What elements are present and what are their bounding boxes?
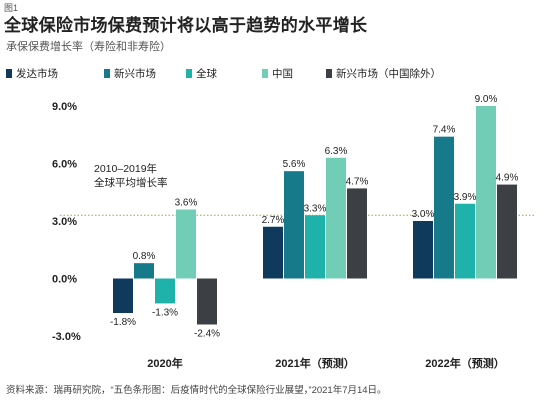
data-label: 9.0% bbox=[475, 94, 498, 105]
data-label: -2.4% bbox=[194, 329, 220, 340]
legend-item-emerging: 新兴市场 bbox=[104, 66, 156, 81]
legend-item-global: 全球 bbox=[186, 66, 217, 81]
legend-swatch-china bbox=[262, 69, 268, 78]
y-tick-label: 0.0% bbox=[52, 274, 77, 286]
bar bbox=[476, 106, 496, 279]
source-note: 资料来源：瑞再研究院，“五色条形图：后疫情时代的全球保险行业展望，”2021年7… bbox=[6, 382, 387, 396]
data-label: 3.0% bbox=[412, 209, 435, 220]
chart-legend: 发达市场 新兴市场 全球 中国 新兴市场（中国除外） bbox=[6, 66, 551, 82]
data-label: 4.9% bbox=[496, 173, 519, 184]
legend-item-developed: 发达市场 bbox=[6, 66, 58, 81]
legend-swatch-global bbox=[186, 69, 192, 78]
legend-label-global: 全球 bbox=[196, 66, 217, 81]
reference-line-label: 2010–2019年 bbox=[94, 162, 157, 175]
legend-swatch-developed bbox=[6, 69, 12, 78]
legend-label-emerging-ex-china: 新兴市场（中国除外） bbox=[336, 66, 441, 81]
bar bbox=[113, 279, 133, 314]
data-label: 3.3% bbox=[304, 203, 327, 214]
data-label: 5.6% bbox=[283, 159, 306, 170]
legend-swatch-emerging-ex-china bbox=[326, 69, 332, 78]
x-category-label: 2020年 bbox=[147, 356, 182, 370]
legend-label-china: 中国 bbox=[272, 66, 293, 81]
bar bbox=[176, 210, 196, 279]
data-label: 3.6% bbox=[175, 198, 198, 209]
data-label: 7.4% bbox=[433, 125, 456, 136]
bar bbox=[263, 227, 283, 279]
x-category-label: 2022年（预测） bbox=[425, 356, 504, 370]
bar bbox=[155, 279, 175, 304]
bar bbox=[347, 188, 367, 278]
y-tick-label: 9.0% bbox=[52, 101, 77, 113]
y-tick-label: 3.0% bbox=[52, 216, 77, 228]
legend-item-emerging-ex-china: 新兴市场（中国除外） bbox=[326, 66, 441, 81]
legend-label-developed: 发达市场 bbox=[16, 66, 58, 81]
data-label: 3.9% bbox=[454, 192, 477, 203]
bar bbox=[497, 185, 517, 279]
bar bbox=[134, 263, 154, 278]
chart-title: 全球保险市场保费预计将以高于趋势的水平增长 bbox=[4, 11, 367, 36]
bar bbox=[413, 221, 433, 279]
legend-swatch-emerging bbox=[104, 69, 110, 78]
data-label: 4.7% bbox=[346, 176, 369, 187]
data-label: 6.3% bbox=[325, 146, 348, 157]
data-label: -1.3% bbox=[152, 307, 178, 318]
chart-subtitle: 承保保费增长率（寿险和非寿险） bbox=[6, 38, 171, 54]
legend-item-china: 中国 bbox=[262, 66, 293, 81]
legend-label-emerging: 新兴市场 bbox=[114, 66, 156, 81]
data-label: 0.8% bbox=[133, 251, 156, 262]
x-category-label: 2021年（预测） bbox=[275, 356, 354, 370]
y-tick-label: 6.0% bbox=[52, 159, 77, 171]
reference-line-label: 全球平均增长率 bbox=[94, 176, 168, 189]
data-label: 2.7% bbox=[262, 215, 285, 226]
bar bbox=[434, 137, 454, 279]
bar bbox=[284, 171, 304, 278]
bar bbox=[326, 158, 346, 279]
bar bbox=[455, 204, 475, 279]
y-tick-label: -3.0% bbox=[52, 331, 81, 343]
data-label: -1.8% bbox=[110, 317, 136, 328]
bar bbox=[197, 279, 217, 325]
bar bbox=[305, 215, 325, 278]
